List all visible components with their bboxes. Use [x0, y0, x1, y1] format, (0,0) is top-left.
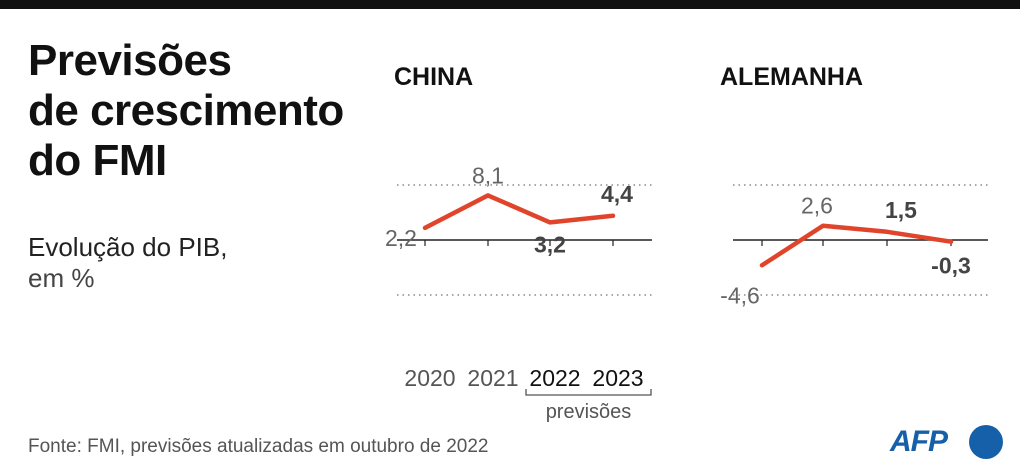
forecast-bracket — [525, 389, 652, 396]
title-line-1: Previsões — [28, 36, 232, 85]
logo-text: AFP — [890, 425, 948, 458]
chart-germany: ALEMANHA -4,6 2,6 1,5 -0,3 — [720, 63, 988, 308]
x-tick-label: 2023 — [592, 365, 643, 391]
subtitle-unit: em % — [28, 263, 95, 294]
data-label: -0,3 — [931, 253, 971, 279]
data-label: 2,6 — [801, 193, 833, 219]
title-line-3: do FMI — [28, 136, 167, 186]
panel-title: CHINA — [394, 63, 473, 91]
x-tick-label: 2021 — [467, 365, 518, 391]
top-bar — [0, 0, 1020, 9]
forecast-note: previsões — [546, 401, 632, 423]
series-line — [422, 193, 616, 231]
title-line-2: de crescimento — [28, 86, 344, 136]
data-label: 1,5 — [885, 197, 917, 223]
subtitle: Evolução do PIB, em % — [28, 232, 227, 294]
series-line — [759, 223, 954, 268]
page-title: Previsões de crescimento do FMI — [28, 36, 344, 186]
data-label: 4,4 — [601, 181, 633, 207]
data-label: 2,2 — [385, 225, 417, 251]
data-label: 3,2 — [534, 231, 566, 257]
x-tick-label: 2022 — [529, 365, 580, 391]
logo-dot-icon — [969, 425, 1003, 459]
data-label: 8,1 — [472, 162, 504, 188]
panel-title: ALEMANHA — [720, 63, 863, 91]
subtitle-line-1: Evolução do PIB, — [28, 232, 228, 262]
x-tick-label: 2020 — [404, 365, 455, 391]
chart-china: CHINA 2,2 8,1 3,2 4,4 2020 2021 2022 2023 previsõ… — [385, 63, 652, 423]
data-label: -4,6 — [720, 282, 760, 308]
afp-logo: AFP — [890, 423, 1006, 461]
source-note: Fonte: FMI, previsões atualizadas em out… — [28, 436, 489, 457]
